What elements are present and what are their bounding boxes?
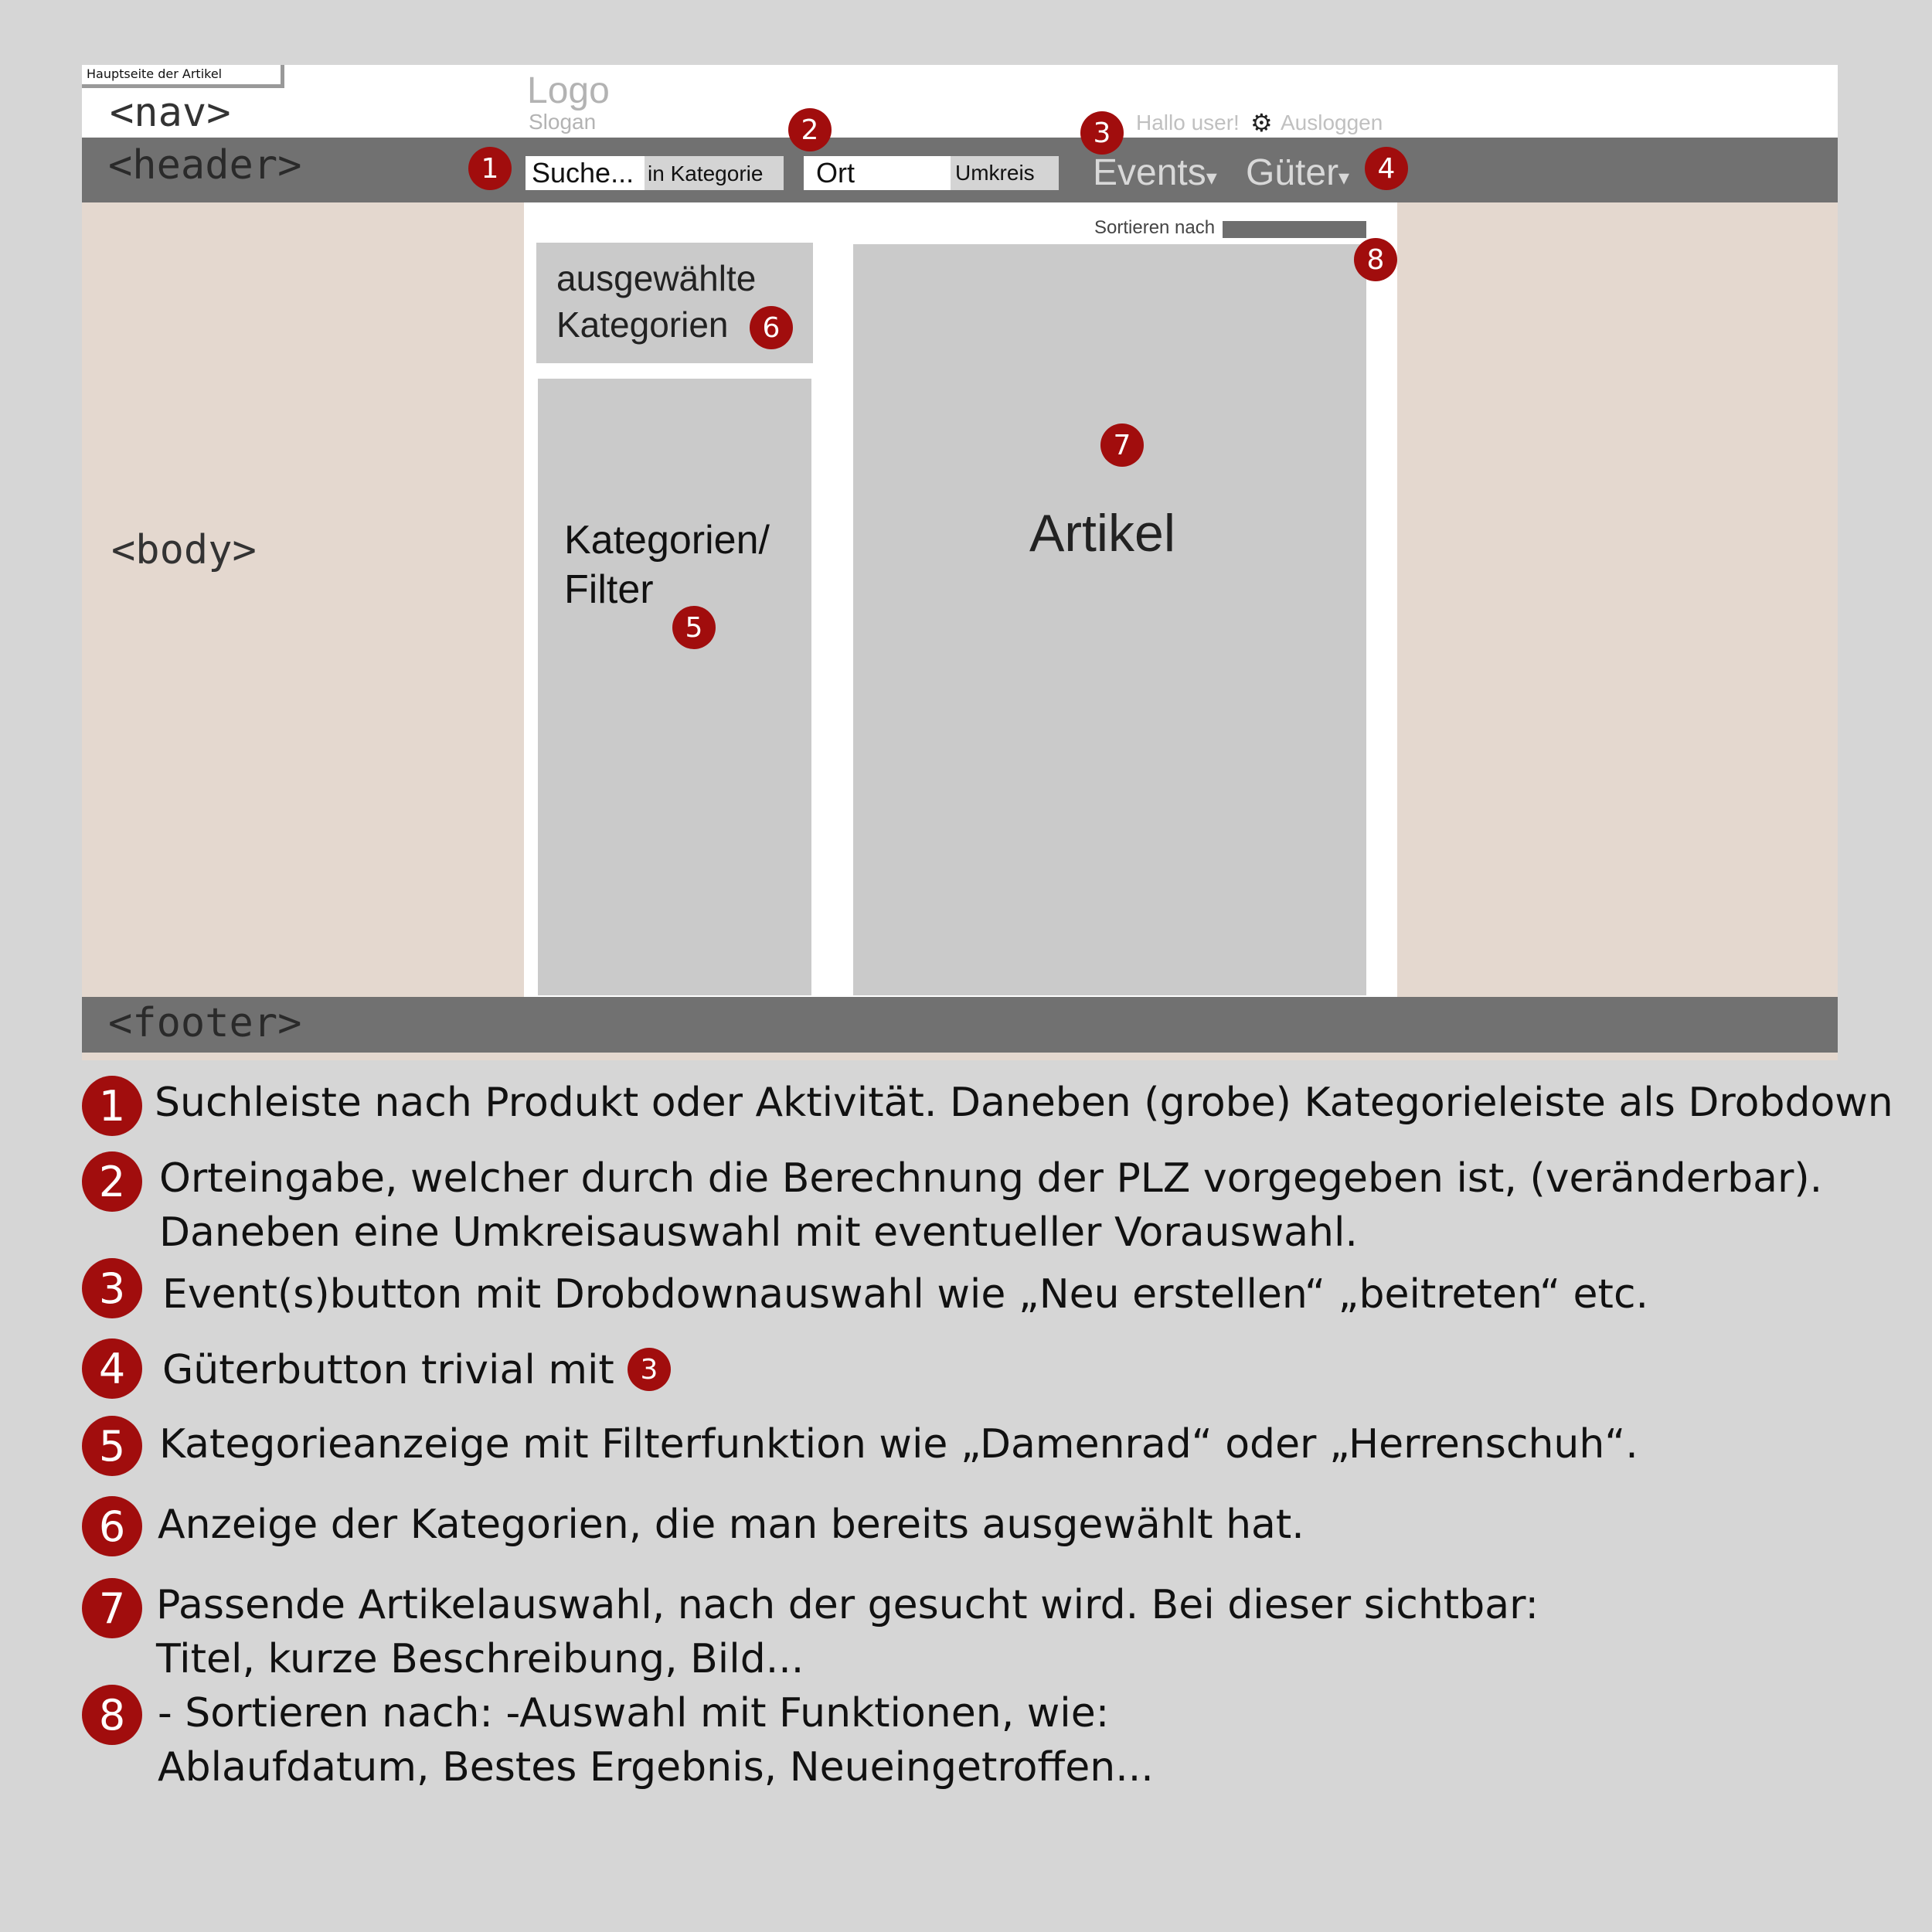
legend-text-2a: Orteingabe, welcher durch die Berechnung… xyxy=(159,1155,1823,1202)
page-tab-label: Hauptseite der Artikel xyxy=(87,66,223,81)
footer-bar xyxy=(82,997,1838,1053)
category-filter-panel[interactable] xyxy=(538,379,811,995)
legend-text-1: Suchleiste nach Produkt oder Aktivität. … xyxy=(155,1080,1893,1126)
marker-7: 7 xyxy=(1100,423,1144,467)
selected-categories-label-2: Kategorien xyxy=(556,304,729,345)
category-filter-label-2: Filter xyxy=(564,567,654,612)
category-dropdown[interactable]: in Kategorie xyxy=(645,156,784,190)
marker-1: 1 xyxy=(468,147,512,190)
wireframe: Hauptseite der Artikel <nav> Logo Slogan… xyxy=(82,65,1838,1060)
legend-text-6: Anzeige der Kategorien, die man bereits … xyxy=(158,1502,1304,1548)
legend-text-7b: Titel, kurze Beschreibung, Bild... xyxy=(156,1636,804,1682)
user-greeting: Hallo user! xyxy=(1136,111,1240,134)
sort-label: Sortieren nach xyxy=(1094,217,1216,238)
goods-menu-button[interactable]: Güter▾ xyxy=(1246,151,1349,195)
search-placeholder: Suche... xyxy=(532,157,634,189)
events-menu-button[interactable]: Events▾ xyxy=(1093,151,1217,195)
nav-tag: <nav> xyxy=(110,90,231,136)
selected-categories-label-1: ausgewählte xyxy=(556,258,757,298)
chevron-down-icon: ▾ xyxy=(1338,165,1350,189)
articles-label: Artikel xyxy=(1029,504,1175,563)
location-input[interactable]: Ort xyxy=(804,156,951,190)
gear-icon[interactable]: ⚙ xyxy=(1250,109,1273,137)
category-dropdown-label: in Kategorie xyxy=(648,162,764,185)
logout-link[interactable]: Ausloggen xyxy=(1281,111,1383,134)
nav-area xyxy=(82,65,1838,138)
body-tag: <body> xyxy=(111,527,257,573)
legend-badge-2: 2 xyxy=(82,1151,142,1212)
legend-text-5: Kategorieanzeige mit Filterfunktion wie … xyxy=(159,1421,1638,1468)
legend-badge-7: 7 xyxy=(82,1578,142,1638)
marker-4: 4 xyxy=(1365,147,1408,190)
legend-badge-4: 4 xyxy=(82,1338,142,1399)
page-tab[interactable]: Hauptseite der Artikel xyxy=(82,65,284,88)
legend-ref-3: 3 xyxy=(628,1348,671,1391)
marker-2: 2 xyxy=(788,108,832,151)
marker-3: 3 xyxy=(1080,111,1124,155)
articles-panel[interactable] xyxy=(853,244,1366,995)
search-input[interactable]: Suche... xyxy=(526,156,645,190)
legend-text-8b: Ablaufdatum, Bestes Ergebnis, Neueingetr… xyxy=(158,1744,1154,1791)
marker-5: 5 xyxy=(672,606,716,649)
category-filter-label-1: Kategorien/ xyxy=(564,518,770,563)
legend-text-3: Event(s)button mit Drobdownauswahl wie „… xyxy=(162,1271,1649,1318)
marker-8: 8 xyxy=(1354,238,1397,281)
legend-text-2b: Daneben eine Umkreisauswahl mit eventuel… xyxy=(159,1209,1358,1256)
header-tag: <header> xyxy=(108,142,302,189)
legend-badge-8: 8 xyxy=(82,1685,142,1745)
slogan: Slogan xyxy=(529,110,597,134)
chevron-down-icon: ▾ xyxy=(1206,165,1217,189)
legend-badge-5: 5 xyxy=(82,1416,142,1476)
radius-dropdown-label: Umkreis xyxy=(955,161,1035,185)
marker-6: 6 xyxy=(750,306,793,349)
logo[interactable]: Logo xyxy=(527,70,610,111)
legend-badge-1: 1 xyxy=(82,1076,142,1136)
legend-text-8a: - Sortieren nach: -Auswahl mit Funktione… xyxy=(158,1690,1110,1736)
sort-dropdown[interactable] xyxy=(1223,221,1366,238)
legend-text-4: Güterbutton trivial mit xyxy=(162,1347,614,1393)
location-value: Ort xyxy=(816,157,855,189)
legend-text-7a: Passende Artikelauswahl, nach der gesuch… xyxy=(156,1582,1539,1628)
events-label: Events xyxy=(1093,152,1206,193)
legend-badge-3: 3 xyxy=(82,1258,142,1318)
radius-dropdown[interactable]: Umkreis xyxy=(951,156,1059,190)
goods-label: Güter xyxy=(1246,152,1339,193)
legend-badge-6: 6 xyxy=(82,1496,142,1556)
footer-tag: <footer> xyxy=(108,1000,302,1046)
